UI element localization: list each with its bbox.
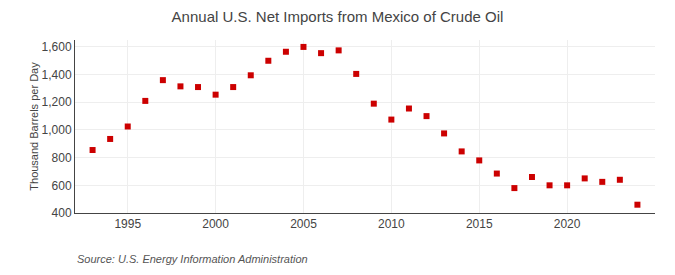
svg-text:400: 400 [52,206,72,220]
svg-text:2000: 2000 [202,217,229,231]
svg-text:1,200: 1,200 [42,95,72,109]
svg-text:600: 600 [52,179,72,193]
svg-text:1995: 1995 [114,217,141,231]
svg-text:2015: 2015 [466,217,493,231]
svg-text:1,400: 1,400 [42,68,72,82]
svg-text:Annual U.S. Net Imports from M: Annual U.S. Net Imports from Mexico of C… [172,8,504,25]
svg-text:Thousand Barrels per Day: Thousand Barrels per Day [28,62,40,191]
svg-text:2010: 2010 [378,217,405,231]
svg-text:1,600: 1,600 [42,40,72,54]
svg-text:2005: 2005 [290,217,317,231]
svg-text:Source: U.S. Energy Informatio: Source: U.S. Energy Information Administ… [77,253,308,265]
svg-text:1,000: 1,000 [42,123,72,137]
svg-text:800: 800 [52,151,72,165]
svg-text:2020: 2020 [554,217,581,231]
